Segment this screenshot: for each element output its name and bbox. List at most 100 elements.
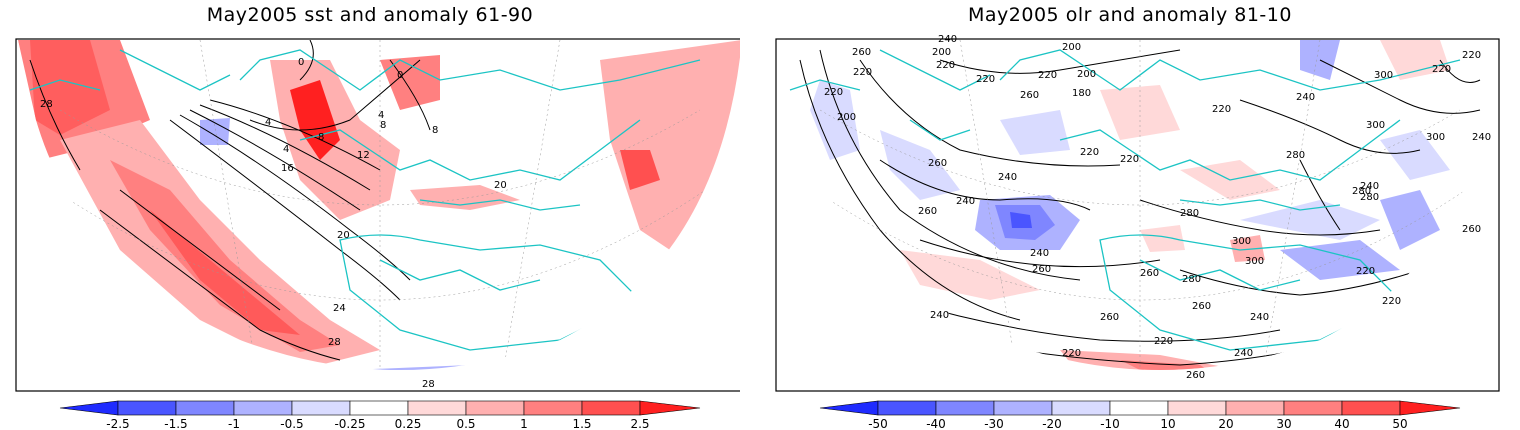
contour-label: 8 [380,120,386,131]
olr-coastlines [789,49,1461,351]
contour-label: 16 [281,163,294,174]
colorbar-tick-label: -10 [1100,417,1120,430]
contour-label: 20 [494,180,507,191]
sst-panel: May2005 sst and anomaly 61-90 [0,0,740,430]
colorbar-tick-label: -30 [984,417,1004,430]
contour-label: 220 [1432,64,1451,75]
contour-label: 280 [1180,208,1199,219]
contour-label: 240 [956,196,975,207]
olr-colorbar: -50 -40 -30 -20 -10 10 20 30 40 50 [819,400,1461,430]
contour-label: 0 [298,57,304,68]
contour-label: 20 [337,230,350,241]
olr-map: 240 260 220 200 220 200 200 180 220 220 … [775,34,1500,430]
contour-label: 200 [932,47,951,58]
contour-label: 260 [1186,370,1205,381]
colorbar-tick-label: 0.25 [395,417,422,430]
contour-label: 200 [1062,42,1081,53]
olr-contour-labels: 240 260 220 200 220 200 200 180 220 220 … [824,34,1491,381]
contour-label: 260 [1100,312,1119,323]
olr-anomaly-shading [810,40,1450,370]
contour-label: 220 [1062,348,1081,359]
contour-label: 240 [1030,248,1049,259]
colorbar-tick-label: -20 [1042,417,1062,430]
colorbar-tick-label: -2.5 [106,417,129,430]
contour-label: 300 [1366,120,1385,131]
contour-label: 300 [1245,256,1264,267]
colorbar-tick-label: -0.5 [280,417,303,430]
sst-map: 0 0 4 4 4 8 8 8 12 16 20 20 24 28 28 28 [15,38,740,430]
contour-label: 8 [318,132,324,143]
contour-label: 4 [283,144,289,155]
contour-label: 280 [1352,186,1371,197]
colorbar-tick-label: 1.5 [572,417,591,430]
contour-label: 260 [928,158,947,169]
contour-label: 220 [1356,266,1375,277]
colorbar-tick-label: 1 [520,417,528,430]
colorbar-tick-label: -0.25 [334,417,365,430]
contour-label: 4 [265,117,271,128]
contour-label: 220 [976,74,995,85]
contour-label: 280 [1360,192,1379,203]
contour-label: 260 [918,206,937,217]
contour-label: 28 [40,99,53,110]
contour-label: 220 [1462,50,1481,61]
sst-coastlines [29,49,701,351]
contour-label: 24 [333,303,346,314]
sst-graticule [39,40,721,370]
contour-label: 200 [1077,69,1096,80]
contour-label: 260 [852,47,871,58]
contour-label: 240 [1296,92,1315,103]
contour-label: 300 [1232,236,1251,247]
sst-contour-labels: 0 0 4 4 4 8 8 8 12 16 20 20 24 28 28 28 [40,57,507,390]
contour-label: 240 [1360,181,1379,192]
sst-colorbar: -2.5 -1.5 -1 -0.5 -0.25 0.25 0.5 1 1.5 2… [59,400,701,430]
contour-label: 180 [1072,88,1091,99]
contour-label: 200 [837,112,856,123]
colorbar-tick-label: 0.5 [456,417,475,430]
contour-label: 260 [1462,224,1481,235]
contour-label: 280 [1182,274,1201,285]
colorbar-tick-label: 20 [1218,417,1233,430]
contour-label: 220 [1120,154,1139,165]
contour-label: 240 [1234,348,1253,359]
contour-label: 240 [938,34,957,45]
contour-label: 4 [378,110,384,121]
contour-label: 0 [397,70,403,81]
sst-contours [29,40,431,361]
contour-label: 220 [1382,296,1401,307]
colorbar-tick-label: 30 [1276,417,1291,430]
contour-label: 300 [1374,70,1393,81]
olr-panel: May2005 olr and anomaly 81-10 [760,0,1500,430]
olr-graticule [799,40,1481,370]
contour-label: 220 [1154,336,1173,347]
colorbar-tick-label: 40 [1334,417,1349,430]
colorbar-tick-label: 50 [1392,417,1407,430]
contour-label: 260 [1020,90,1039,101]
colorbar-tick-label: -50 [868,417,888,430]
sst-map-title: May2005 sst and anomaly 61-90 [206,4,534,26]
contour-label: 12 [357,150,370,161]
contour-label: 260 [1192,301,1211,312]
contour-label: 28 [328,337,341,348]
contour-label: 240 [1250,312,1269,323]
contour-label: 240 [998,172,1017,183]
colorbar-tick-label: -40 [926,417,946,430]
contour-label: 220 [824,87,843,98]
contour-label: 220 [853,67,872,78]
contour-label: 8 [432,125,438,136]
contour-label: 240 [1472,132,1491,143]
contour-label: 220 [936,60,955,71]
colorbar-tick-label: -1 [228,417,240,430]
contour-label: 280 [1286,150,1305,161]
olr-map-title: May2005 olr and anomaly 81-10 [968,4,1292,26]
contour-label: 220 [1080,147,1099,158]
colorbar-tick-label: -1.5 [164,417,187,430]
contour-label: 260 [1032,264,1051,275]
contour-label: 220 [1212,104,1231,115]
contour-label: 28 [422,379,435,390]
contour-label: 260 [1140,268,1159,279]
colorbar-tick-label: 2.5 [630,417,649,430]
contour-label: 300 [1426,132,1445,143]
sst-anomaly-shading [18,40,740,370]
colorbar-tick-label: 10 [1160,417,1175,430]
